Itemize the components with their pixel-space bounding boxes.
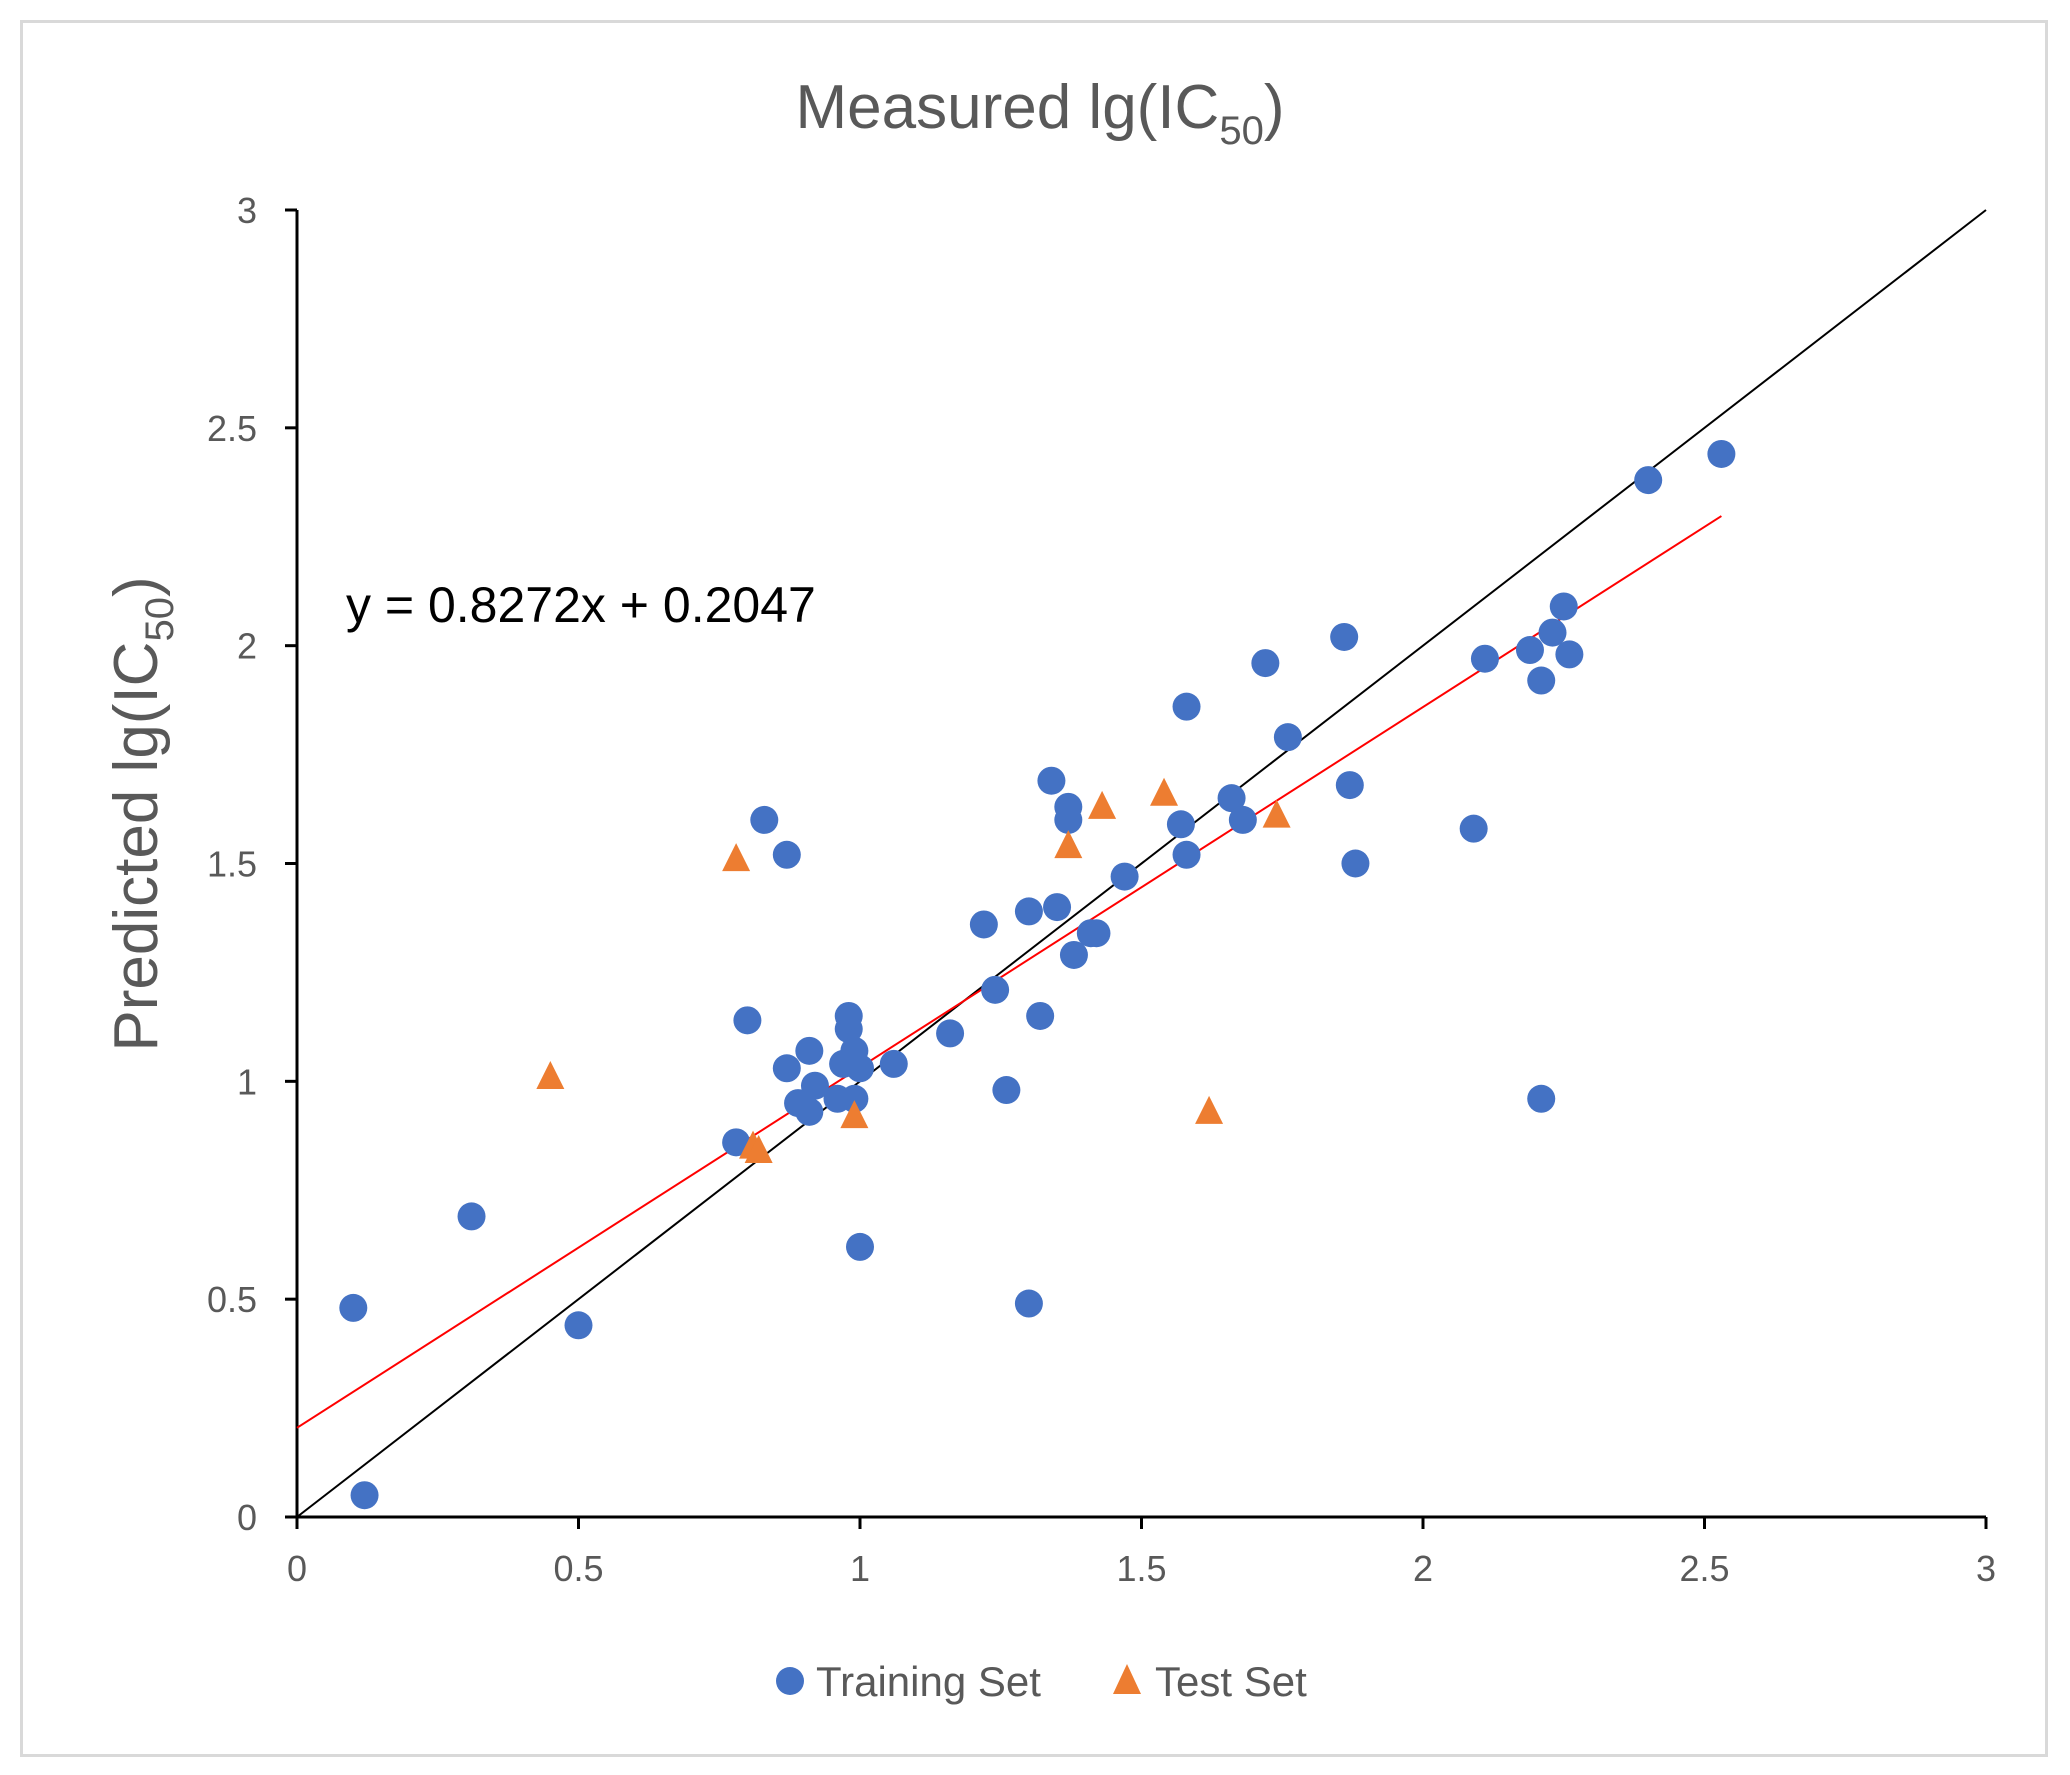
y-tick-label: 0.5 — [207, 1279, 257, 1320]
y-tick-label: 1.5 — [207, 844, 257, 885]
y-tick-label: 2.5 — [207, 408, 257, 449]
test-set-point — [1088, 790, 1117, 819]
y-axis-title-subscript: 50 — [138, 597, 182, 642]
training-set-point — [1228, 805, 1257, 834]
training-set-point — [733, 1006, 762, 1035]
test-set-point — [722, 843, 751, 872]
training-set-point — [840, 1084, 869, 1113]
training-set-point — [1273, 723, 1302, 752]
test-set-point — [744, 1135, 773, 1164]
training-set-point — [1335, 771, 1364, 800]
chart-title-close: ) — [1264, 73, 1285, 142]
training-set-point — [1082, 919, 1111, 948]
x-tick-label: 0.5 — [553, 1548, 603, 1589]
test-set-point — [1262, 799, 1291, 828]
training-set-point — [1330, 622, 1359, 651]
training-set-point — [750, 805, 779, 834]
test-set-points — [536, 777, 1291, 1164]
x-axis-ticks: 0 0.5 1 1.5 2 2.5 3 — [287, 1517, 1996, 1589]
chart-title-subscript: 50 — [1219, 109, 1264, 153]
training-set-point — [1634, 466, 1663, 495]
x-tick-label: 3 — [1976, 1548, 1996, 1589]
training-set-point — [981, 975, 1010, 1004]
training-set-point — [936, 1019, 965, 1048]
chart-title-main: Measured lg(IC — [796, 73, 1220, 142]
legend-training-label: Training Set — [816, 1658, 1041, 1705]
training-set-point — [1527, 1084, 1556, 1113]
test-set-point — [1150, 777, 1179, 806]
training-set-point — [1470, 644, 1499, 673]
training-set-point — [1538, 618, 1567, 647]
training-set-point — [1515, 636, 1544, 665]
test-set-point — [1195, 1095, 1224, 1124]
training-set-point — [772, 840, 801, 869]
training-set-point — [879, 1049, 908, 1078]
training-set-point — [564, 1311, 593, 1340]
y-tick-label: 2 — [237, 626, 257, 667]
training-set-point — [1251, 649, 1280, 678]
training-set-point — [1549, 592, 1578, 621]
training-set-point — [350, 1481, 379, 1510]
y-tick-label: 0 — [237, 1497, 257, 1538]
training-set-point — [1014, 897, 1043, 926]
x-tick-label: 0 — [287, 1548, 307, 1589]
training-set-point — [1172, 692, 1201, 721]
training-set-point — [969, 910, 998, 939]
training-set-point — [1110, 862, 1139, 891]
training-set-point — [772, 1054, 801, 1083]
training-set-point — [1707, 439, 1736, 468]
training-set-point — [339, 1293, 368, 1322]
training-set-point — [1172, 840, 1201, 869]
legend: Training Set Test Set — [776, 1658, 1307, 1705]
training-set-point — [846, 1232, 874, 1261]
training-set-point — [992, 1076, 1021, 1105]
test-set-point — [840, 1100, 869, 1129]
training-set-point — [1459, 814, 1488, 843]
y-tick-label: 1 — [237, 1061, 257, 1102]
training-set-point — [800, 1071, 829, 1100]
test-set-point — [536, 1060, 565, 1089]
training-set-point — [1043, 893, 1072, 922]
training-set-point — [834, 1001, 863, 1030]
legend-test-label: Test Set — [1155, 1658, 1307, 1705]
training-set-point — [795, 1036, 824, 1065]
training-set-point — [795, 1097, 824, 1126]
chart-title: Measured lg(IC50) — [796, 73, 1285, 153]
training-set-point — [457, 1202, 486, 1231]
training-set-point — [1014, 1289, 1043, 1318]
training-set-point — [1217, 784, 1246, 813]
training-set-point — [1555, 640, 1584, 669]
y-axis-ticks: 0 0.5 1 1.5 2 2.5 3 — [207, 190, 297, 1538]
x-tick-label: 1.5 — [1116, 1548, 1166, 1589]
legend-test-marker — [1113, 1664, 1141, 1694]
training-set-point — [1037, 766, 1066, 795]
training-set-point — [1059, 940, 1088, 969]
test-set-point — [1054, 830, 1083, 859]
trendline-equation: y = 0.8272x + 0.2047 — [346, 577, 816, 633]
y-axis-title: Predicted lg(IC50) — [102, 576, 182, 1051]
training-set-point — [846, 1054, 874, 1083]
training-set-point — [1026, 1001, 1055, 1030]
identity-line — [296, 209, 1987, 1518]
x-tick-label: 1 — [850, 1548, 870, 1589]
y-tick-label: 3 — [237, 190, 257, 231]
training-set-point — [1527, 666, 1556, 695]
training-set-point — [1054, 805, 1083, 834]
x-tick-label: 2 — [1413, 1548, 1433, 1589]
x-tick-label: 2.5 — [1679, 1548, 1729, 1589]
training-set-point — [1341, 849, 1370, 878]
y-axis-title-close: ) — [102, 576, 171, 597]
chart-frame — [20, 20, 2048, 1757]
y-axis-title-main: Predicted lg(IC — [102, 642, 171, 1052]
training-set-point — [1166, 810, 1195, 839]
legend-training-marker — [776, 1667, 804, 1695]
trend-line — [296, 515, 1722, 1429]
training-set-point — [722, 1128, 751, 1157]
training-set-points — [339, 439, 1736, 1510]
